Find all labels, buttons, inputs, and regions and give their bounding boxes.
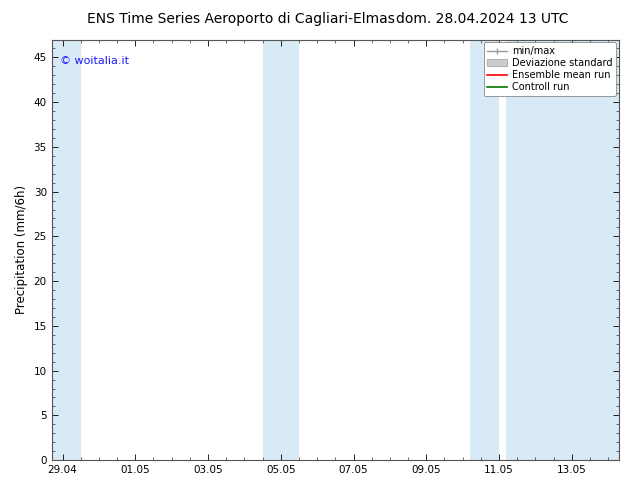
Bar	[262, 40, 299, 460]
Text: ENS Time Series Aeroporto di Cagliari-Elmas: ENS Time Series Aeroporto di Cagliari-El…	[87, 12, 395, 26]
Text: dom. 28.04.2024 13 UTC: dom. 28.04.2024 13 UTC	[396, 12, 568, 26]
Y-axis label: Precipitation (mm/6h): Precipitation (mm/6h)	[15, 185, 28, 315]
Text: © woitalia.it: © woitalia.it	[60, 56, 129, 66]
Bar	[51, 40, 81, 460]
Bar	[470, 40, 499, 460]
Bar	[507, 40, 619, 460]
Legend: min/max, Deviazione standard, Ensemble mean run, Controll run: min/max, Deviazione standard, Ensemble m…	[484, 43, 616, 96]
